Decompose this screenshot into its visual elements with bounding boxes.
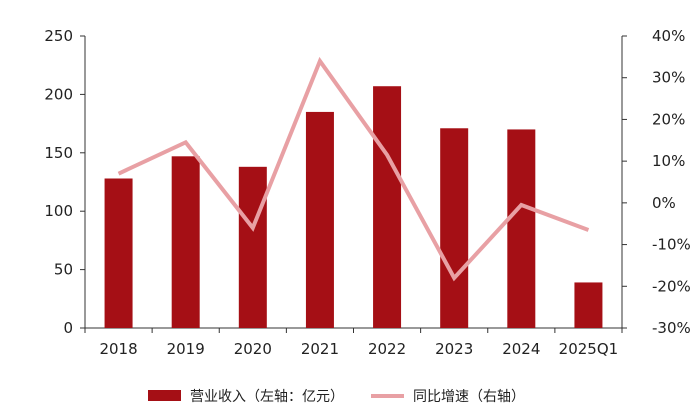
bar-2018 — [104, 178, 133, 328]
growth-line — [117, 56, 590, 282]
x-axis-labels: 2018 2019 2020 2021 2022 2023 2024 2025Q1 — [84, 328, 623, 358]
legend-swatch-bar — [148, 390, 181, 401]
bar-2021 — [305, 111, 334, 328]
right-tick-label: 20% — [652, 110, 685, 128]
left-tick-label: 0 — [63, 319, 73, 337]
bar-2020 — [238, 166, 267, 328]
left-tick-label: 200 — [44, 85, 73, 103]
legend-label-bar: 营业收入（左轴：亿元） — [190, 389, 344, 405]
x-tick-label: 2018 — [99, 340, 137, 358]
x-tick-label: 2022 — [368, 340, 406, 358]
line-series — [117, 56, 590, 282]
right-tick-label: 10% — [652, 152, 685, 170]
left-tick-label: 150 — [44, 144, 73, 162]
left-tick-label: 50 — [54, 261, 73, 279]
bar-2024 — [507, 129, 536, 328]
right-tick-label: 0% — [652, 194, 676, 212]
x-tick-label: 2025Q1 — [559, 340, 619, 358]
left-axis-ticks: 0 50 100 150 200 250 — [44, 27, 85, 337]
bar-series — [104, 86, 603, 328]
right-axis-ticks: -30% -20% -10% 0% 10% 20% 30% 40% — [622, 27, 691, 337]
left-tick-label: 100 — [44, 202, 73, 220]
bar-2023 — [440, 128, 469, 328]
right-tick-label: -20% — [652, 277, 691, 295]
x-tick-label: 2021 — [301, 340, 339, 358]
bar-2019 — [171, 156, 200, 328]
legend-label-line: 同比增速（右轴） — [413, 389, 525, 405]
x-tick-label: 2024 — [502, 340, 540, 358]
x-tick-label: 2023 — [435, 340, 473, 358]
bar-2025Q1 — [574, 282, 603, 328]
x-tick-label: 2020 — [234, 340, 272, 358]
left-tick-label: 250 — [44, 27, 73, 45]
bar-2022 — [373, 86, 402, 328]
right-tick-label: -30% — [652, 319, 691, 337]
right-tick-label: 30% — [652, 69, 685, 87]
right-tick-label: -10% — [652, 236, 691, 254]
x-tick-label: 2019 — [167, 340, 205, 358]
right-tick-label: 40% — [652, 27, 685, 45]
legend: 营业收入（左轴：亿元） 同比增速（右轴） — [148, 389, 525, 405]
